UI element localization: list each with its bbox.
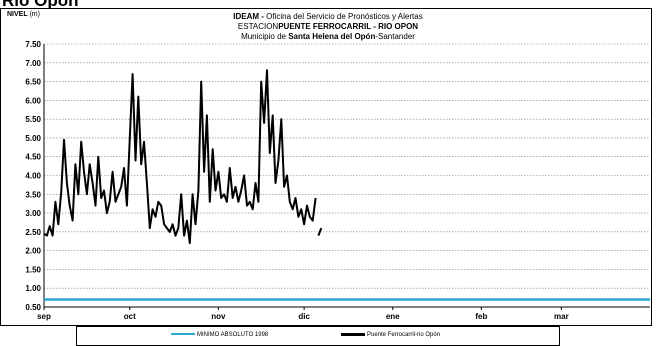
header-org: IDEAM - [233, 12, 264, 21]
legend-label-series: Puente Ferrocarril-rio Opón [367, 332, 441, 338]
header-department: -Santander [375, 32, 415, 41]
x-tick-label: oct [124, 312, 136, 321]
legend-item-minimum: MINIMO ABSOLUTO 1998 [171, 332, 268, 338]
y-tick-label: 4.00 [25, 172, 41, 181]
y-tick-label: 7.00 [25, 59, 41, 68]
header-station-prefix: ESTACION [237, 22, 279, 31]
series-line-level-tail [317, 227, 323, 236]
x-tick-label: ene [386, 312, 400, 321]
y-tick-label: 6.00 [25, 96, 41, 105]
x-tick-label: feb [475, 312, 487, 321]
y-tick-label: 5.00 [25, 134, 41, 143]
x-tick-label: sep [37, 312, 51, 321]
y-tick-label: 1.50 [25, 265, 41, 274]
y-axis-label: NIVEL [7, 11, 28, 18]
x-tick-label: nov [211, 312, 226, 321]
header-line-2: ESTACIONPUENTE FERROCARRIL - RIO OPON [0, 22, 656, 31]
header-office: Oficina del Servicio de Pronósticos y Al… [263, 12, 423, 21]
legend-swatch-series [341, 332, 365, 336]
header-station-name: PUENTE FERROCARRIL - RIO OPON [278, 22, 419, 31]
legend-swatch-minimum [171, 333, 195, 336]
header-line-1: IDEAM - Oficina del Servicio de Pronósti… [0, 12, 656, 21]
y-tick-label: 2.50 [25, 228, 41, 237]
legend: MINIMO ABSOLUTO 1998 Puente Ferrocarril-… [76, 326, 560, 346]
header-municipality: Santa Helena del Opón [288, 32, 376, 41]
y-tick-label: 2.00 [25, 247, 41, 256]
legend-label-minimum: MINIMO ABSOLUTO 1998 [197, 332, 269, 338]
y-tick-label: 4.50 [25, 153, 41, 162]
header-line-3: Municipio de Santa Helena del Opón-Santa… [0, 32, 656, 41]
y-axis-title: NIVEL (m) [7, 11, 40, 18]
y-tick-label: 3.00 [25, 209, 41, 218]
chart-frame [0, 8, 652, 326]
y-tick-label: 1.00 [25, 284, 41, 293]
y-tick-label: 6.50 [25, 78, 41, 87]
header-municipality-prefix: Municipio de [241, 32, 289, 41]
x-tick-label: dic [298, 312, 310, 321]
page-title: Río Opón [2, 0, 79, 10]
legend-item-series: Puente Ferrocarril-rio Opón [341, 332, 440, 338]
y-tick-label: 7.50 [25, 40, 41, 49]
y-tick-label: 3.50 [25, 190, 41, 199]
y-axis-unit: (m) [29, 11, 40, 18]
y-tick-label: 5.50 [25, 115, 41, 124]
series-line-level [43, 69, 317, 245]
y-tick-label: 0.50 [25, 303, 41, 312]
x-tick-label: mar [554, 312, 569, 321]
